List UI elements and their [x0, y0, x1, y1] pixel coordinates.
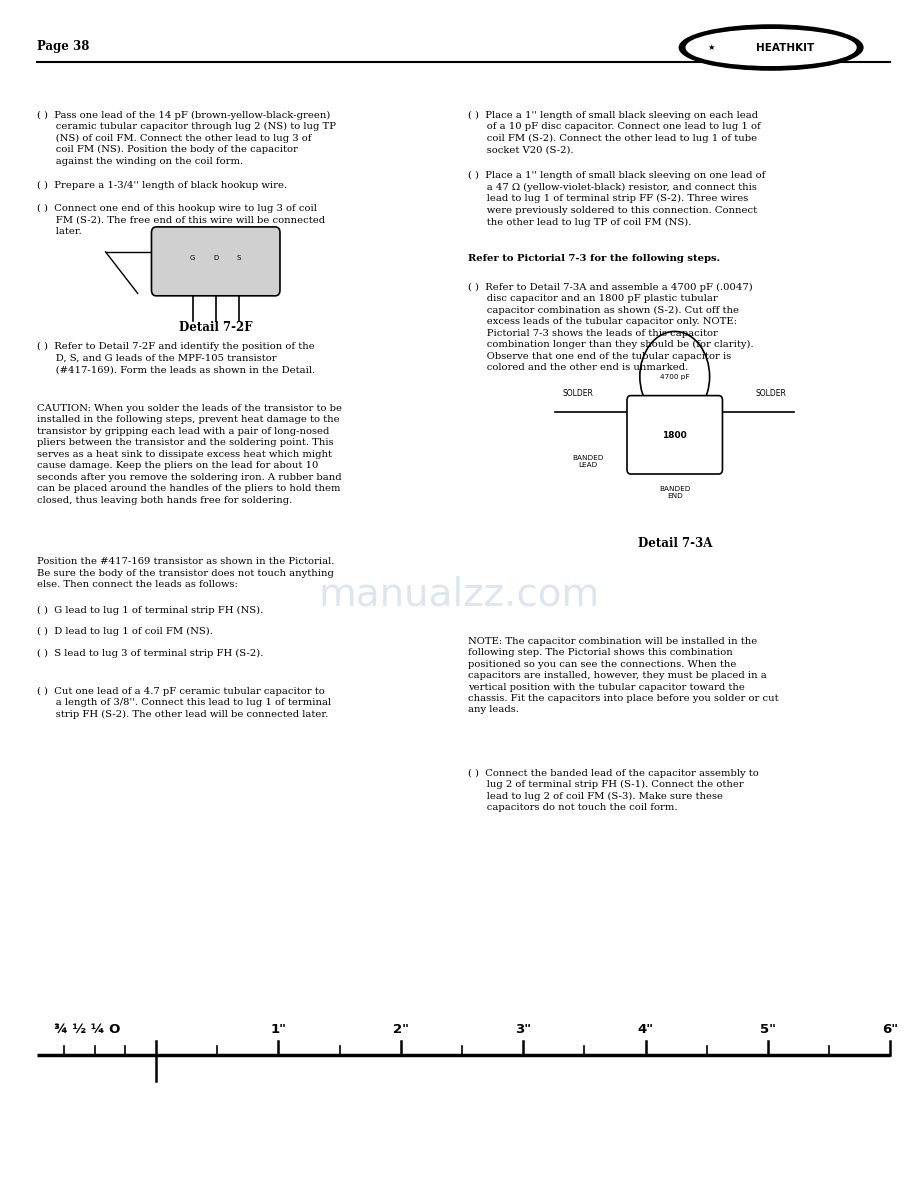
- Text: 3": 3": [515, 1023, 532, 1036]
- FancyBboxPatch shape: [151, 227, 280, 296]
- Text: ( )  D lead to lug 1 of coil FM (NS).: ( ) D lead to lug 1 of coil FM (NS).: [37, 627, 213, 637]
- Text: SOLDER: SOLDER: [563, 388, 594, 398]
- Text: ¾ ½ ¼ O: ¾ ½ ¼ O: [54, 1023, 120, 1036]
- Text: SOLDER: SOLDER: [756, 388, 787, 398]
- Text: ( )  S lead to lug 3 of terminal strip FH (S-2).: ( ) S lead to lug 3 of terminal strip FH…: [37, 649, 263, 658]
- FancyBboxPatch shape: [627, 396, 722, 474]
- Text: ( )  Prepare a 1-3/4'' length of black hookup wire.: ( ) Prepare a 1-3/4'' length of black ho…: [37, 181, 286, 190]
- Text: 2": 2": [393, 1023, 409, 1036]
- Text: BANDED
LEAD: BANDED LEAD: [572, 455, 603, 468]
- Text: ( )  Connect one end of this hookup wire to lug 3 of coil
      FM (S-2). The fr: ( ) Connect one end of this hookup wire …: [37, 204, 325, 236]
- Text: 6": 6": [882, 1023, 899, 1036]
- Text: ( )  Place a 1'' length of small black sleeving on each lead
      of a 10 pF di: ( ) Place a 1'' length of small black sl…: [468, 110, 761, 154]
- Text: 5": 5": [760, 1023, 776, 1036]
- Text: Page 38: Page 38: [37, 40, 89, 53]
- Ellipse shape: [679, 25, 863, 70]
- Text: ★: ★: [708, 43, 715, 52]
- Text: ( )  Cut one lead of a 4.7 pF ceramic tubular capacitor to
      a length of 3/8: ( ) Cut one lead of a 4.7 pF ceramic tub…: [37, 687, 330, 719]
- Text: NOTE: The capacitor combination will be installed in the
following step. The Pic: NOTE: The capacitor combination will be …: [468, 637, 778, 714]
- Text: ( )  Connect the banded lead of the capacitor assembly to
      lug 2 of termina: ( ) Connect the banded lead of the capac…: [468, 769, 759, 813]
- Text: manualzz.com: manualzz.com: [319, 575, 599, 613]
- Text: 1800: 1800: [663, 431, 687, 441]
- Text: CAUTION: When you solder the leads of the transistor to be
installed in the foll: CAUTION: When you solder the leads of th…: [37, 404, 341, 505]
- Text: D: D: [213, 254, 218, 261]
- Text: G: G: [190, 254, 196, 261]
- Text: ( )  Pass one lead of the 14 pF (brown-yellow-black-green)
      ceramic tubular: ( ) Pass one lead of the 14 pF (brown-ye…: [37, 110, 336, 166]
- Text: ( )  Refer to Detail 7-3A and assemble a 4700 pF (.0047)
      disc capacitor an: ( ) Refer to Detail 7-3A and assemble a …: [468, 283, 754, 372]
- Text: S: S: [237, 254, 241, 261]
- Text: HEATHKIT: HEATHKIT: [756, 43, 814, 52]
- Text: ( )  Place a 1'' length of small black sleeving on one lead of
      a 47 Ω (yel: ( ) Place a 1'' length of small black sl…: [468, 171, 766, 227]
- Text: Detail 7-2F: Detail 7-2F: [179, 321, 252, 334]
- Text: 4700 pF: 4700 pF: [660, 373, 689, 380]
- Text: ( )  Refer to Detail 7-2F and identify the position of the
      D, S, and G lea: ( ) Refer to Detail 7-2F and identify th…: [37, 342, 315, 374]
- Ellipse shape: [686, 30, 856, 65]
- Text: Refer to Pictorial 7-3 for the following steps.: Refer to Pictorial 7-3 for the following…: [468, 254, 721, 264]
- Text: ( )  G lead to lug 1 of terminal strip FH (NS).: ( ) G lead to lug 1 of terminal strip FH…: [37, 606, 263, 615]
- Text: Position the #417-169 transistor as shown in the Pictorial.
Be sure the body of : Position the #417-169 transistor as show…: [37, 557, 334, 589]
- Text: Detail 7-3A: Detail 7-3A: [637, 537, 712, 550]
- Text: 1": 1": [271, 1023, 286, 1036]
- Text: 4": 4": [638, 1023, 654, 1036]
- Text: BANDED
END: BANDED END: [659, 486, 690, 499]
